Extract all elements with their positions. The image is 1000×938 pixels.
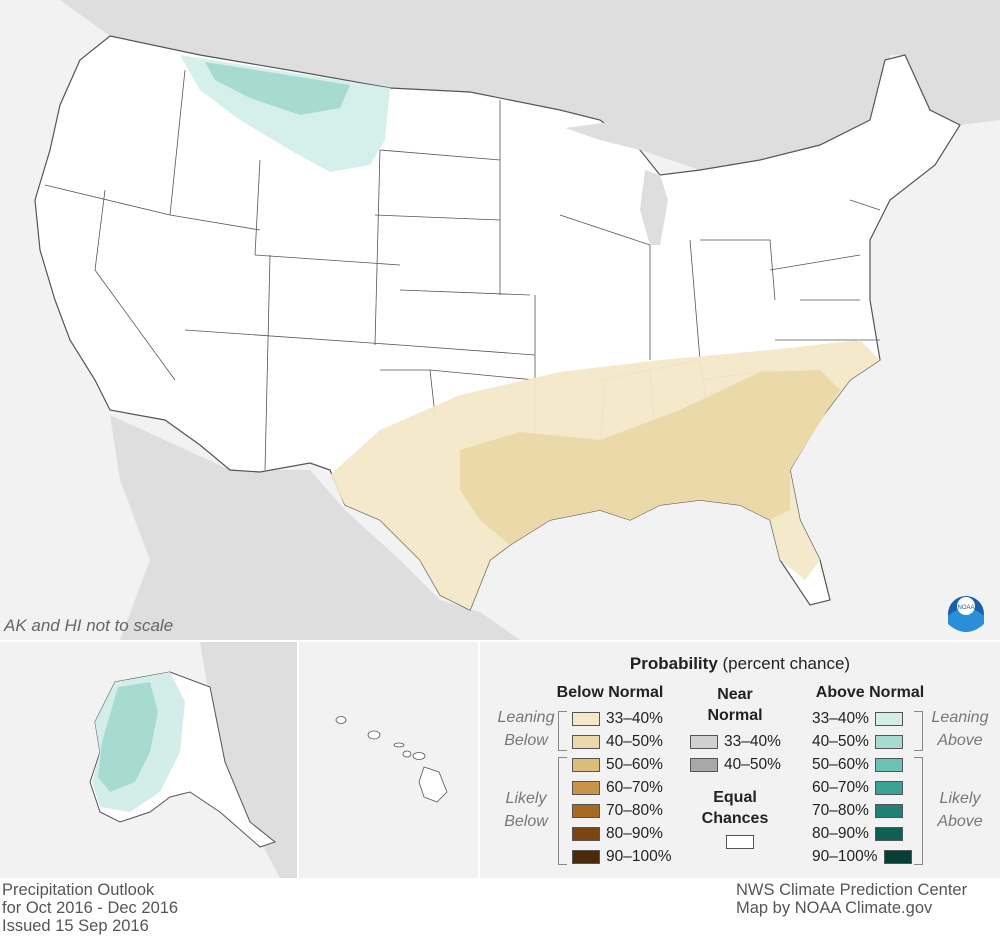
scale-note: AK and HI not to scale <box>4 616 174 635</box>
legend-row: 33–40% <box>812 710 903 728</box>
contiguous-us-map: NOAA <box>0 0 1000 640</box>
legend-row: 80–90% <box>572 825 663 843</box>
leaning-above-label: Leaning Above <box>931 709 989 749</box>
likely-above-label: Likely Above <box>937 790 983 830</box>
legend-row: 80–90% <box>812 825 903 843</box>
range-label: 33–40% <box>812 710 869 727</box>
color-swatch <box>690 758 718 772</box>
range-label: 80–90% <box>812 825 869 842</box>
likely-below-bracket <box>558 757 567 865</box>
color-swatch <box>572 781 600 795</box>
color-swatch <box>572 850 600 864</box>
lake-michigan <box>640 170 668 245</box>
legend-row: 40–50% <box>572 733 663 751</box>
above-normal-heading: Above Normal <box>815 684 925 701</box>
range-label: 80–90% <box>606 825 663 842</box>
range-label: 90–100% <box>812 848 878 865</box>
color-swatch <box>874 735 903 749</box>
legend-row: 70–80% <box>812 802 903 820</box>
range-label: 60–70% <box>812 779 869 796</box>
caption-title: Precipitation Outlook <box>2 881 155 899</box>
below-normal-heading: Below Normal <box>556 684 664 701</box>
range-label: 50–60% <box>606 756 663 773</box>
credit-climate-gov: Map by NOAA Climate.gov <box>736 899 933 917</box>
lake-superior <box>565 122 680 150</box>
hawaii-islands <box>335 716 448 803</box>
near-normal-heading: Near Normal <box>707 686 763 724</box>
hawaii-inset <box>299 642 478 878</box>
canada-landmass <box>60 0 1000 170</box>
range-label: 70–80% <box>606 802 663 819</box>
mexico-landmass <box>110 415 520 640</box>
outlook-caption: Precipitation Outlook for Oct 2016 - Dec… <box>2 881 178 935</box>
range-label: 70–80% <box>812 802 869 819</box>
legend-row: 33–40% <box>690 733 781 751</box>
canada-yukon-landmass <box>200 642 297 878</box>
equal-chances-heading: Equal Chances <box>701 789 769 827</box>
noaa-logo: NOAA <box>948 596 984 632</box>
color-swatch <box>874 758 903 772</box>
color-swatch <box>572 712 600 726</box>
range-label: 60–70% <box>606 779 663 796</box>
color-swatch <box>874 712 903 726</box>
alaska-inset <box>0 642 297 878</box>
range-label: 40–50% <box>812 733 869 750</box>
color-swatch <box>690 735 718 749</box>
leaning-below-bracket <box>558 711 567 751</box>
legend-row: 40–50% <box>690 756 781 774</box>
legend-row: 50–60% <box>572 756 663 774</box>
color-swatch <box>874 781 903 795</box>
caption-period: for Oct 2016 - Dec 2016 <box>2 899 179 917</box>
color-swatch <box>874 804 903 818</box>
legend-row: 50–60% <box>812 756 903 774</box>
likely-above-bracket <box>914 757 923 865</box>
range-label: 33–40% <box>724 733 781 750</box>
caption-issued: Issued 15 Sep 2016 <box>2 917 149 935</box>
legend-row: 33–40% <box>572 710 663 728</box>
range-label: 50–60% <box>812 756 869 773</box>
range-label: 90–100% <box>606 848 672 865</box>
legend-row: 40–50% <box>812 733 903 751</box>
leaning-above-bracket <box>914 711 923 751</box>
legend-row: 60–70% <box>572 779 663 797</box>
legend-row: 90–100% <box>812 848 912 866</box>
range-label: 40–50% <box>606 733 663 750</box>
color-swatch <box>572 804 600 818</box>
leaning-below-40-50-gulf <box>460 370 840 545</box>
credits: NWS Climate Prediction Center Map by NOA… <box>736 881 967 917</box>
credit-cpc: NWS Climate Prediction Center <box>736 881 968 899</box>
legend-row: 60–70% <box>812 779 903 797</box>
color-swatch <box>572 735 600 749</box>
legend-title: Probability (percent chance) <box>629 654 851 673</box>
color-swatch <box>874 827 903 841</box>
range-label: 33–40% <box>606 710 663 727</box>
leaning-above-40-50-northwest <box>205 62 350 115</box>
alaska-leaning-above-40-50 <box>98 682 158 792</box>
legend-row: 90–100% <box>572 848 672 866</box>
color-swatch <box>883 850 912 864</box>
svg-text:NOAA: NOAA <box>957 605 974 611</box>
color-swatch <box>572 827 600 841</box>
leaning-below-label: Leaning Below <box>497 709 555 749</box>
equal-chances-swatch <box>726 835 754 849</box>
probability-legend: Probability (percent chance) Below Norma… <box>480 642 1000 878</box>
likely-below-label: Likely Below <box>504 790 548 830</box>
color-swatch <box>572 758 600 772</box>
range-label: 40–50% <box>724 756 781 773</box>
legend-row: 70–80% <box>572 802 663 820</box>
